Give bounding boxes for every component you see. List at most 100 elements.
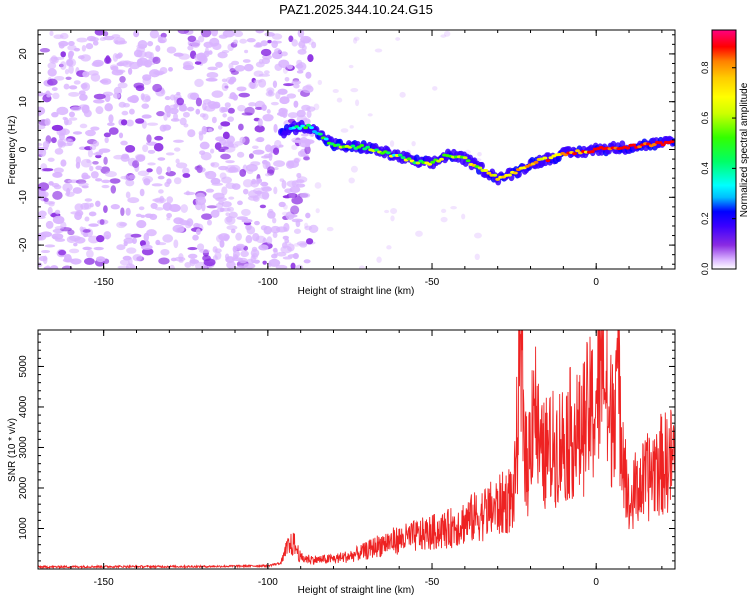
noise-cell (45, 265, 51, 269)
noise-cell (224, 253, 230, 260)
noise-cell (111, 34, 121, 39)
noise-cell (54, 148, 64, 155)
noise-cell (350, 88, 359, 93)
noise-cell (68, 91, 80, 97)
noise-cell (266, 236, 273, 245)
noise-cell (87, 70, 99, 76)
noise-cell (282, 235, 289, 240)
signal-core-cell (465, 159, 471, 163)
noise-cell (119, 76, 126, 83)
snr-plot-area (38, 330, 675, 569)
noise-cell (253, 79, 263, 83)
noise-cell (72, 131, 83, 135)
noise-cell (265, 144, 272, 153)
noise-cell (83, 257, 95, 265)
signal-core-cell (397, 153, 403, 157)
noise-cell (259, 204, 267, 209)
noise-cell (258, 244, 269, 251)
noise-cell (157, 36, 167, 44)
noise-cell (293, 158, 300, 164)
noise-cell (303, 259, 311, 264)
noise-cell (415, 230, 423, 237)
noise-cell (248, 81, 259, 90)
noise-cell (297, 42, 306, 47)
noise-cell (141, 248, 154, 256)
noise-cell (332, 89, 339, 94)
snr-y-tick-label: 4000 (18, 395, 29, 418)
noise-cell (52, 171, 63, 178)
noise-cell (252, 149, 265, 155)
noise-cell (95, 178, 103, 182)
noise-cell (47, 78, 58, 86)
noise-cell (473, 232, 482, 239)
noise-cell (126, 247, 137, 254)
noise-cell (266, 87, 275, 94)
noise-cell (51, 182, 60, 188)
noise-cell (220, 153, 231, 160)
noise-cell (273, 160, 286, 168)
noise-cell (440, 208, 447, 213)
noise-cell (241, 208, 251, 216)
noise-cell (146, 168, 153, 173)
noise-cell (295, 64, 304, 69)
noise-cell (108, 114, 114, 123)
noise-cell (189, 257, 196, 267)
noise-cell (53, 34, 64, 40)
noise-cell (142, 74, 152, 81)
noise-cell (221, 78, 227, 83)
noise-cell (367, 113, 373, 117)
noise-cell (263, 70, 270, 75)
noise-cell (291, 196, 303, 205)
spectrogram-x-axis: -150 -100 -50 0 (37, 30, 663, 288)
noise-cell (261, 186, 272, 192)
noise-cell (175, 162, 188, 169)
noise-cell (125, 61, 135, 65)
noise-cell (267, 166, 275, 174)
noise-cell (41, 191, 49, 198)
noise-cell (169, 204, 181, 213)
noise-cell (231, 60, 240, 66)
signal-core-cell (312, 130, 317, 134)
noise-cell (443, 30, 451, 37)
noise-cell (304, 145, 311, 155)
noise-cell (135, 154, 146, 162)
noise-cell (74, 203, 84, 212)
noise-cell (114, 40, 119, 45)
noise-cell (89, 144, 97, 151)
noise-cell (268, 208, 274, 214)
noise-cell (68, 85, 78, 90)
noise-cell (295, 264, 304, 269)
noise-cell (77, 55, 85, 60)
noise-cell (305, 238, 314, 245)
noise-cell (166, 196, 174, 204)
noise-cell (46, 94, 51, 98)
noise-cell (118, 132, 124, 139)
noise-cell (296, 241, 308, 246)
noise-cell (166, 178, 172, 185)
noise-cell (86, 35, 97, 42)
noise-cell (165, 170, 176, 177)
noise-cell (461, 213, 466, 220)
noise-cell (314, 182, 322, 189)
noise-cell (238, 123, 244, 131)
noise-cell (128, 257, 133, 266)
noise-cell (73, 242, 78, 247)
noise-cell (336, 97, 343, 103)
noise-cell (101, 179, 111, 184)
noise-cell (156, 242, 167, 246)
noise-cell (95, 151, 104, 155)
noise-cell (38, 106, 46, 116)
noise-cell (211, 116, 217, 124)
noise-cell (212, 255, 218, 261)
noise-cell (141, 244, 153, 250)
noise-cell (299, 192, 311, 199)
noise-cell (262, 113, 274, 122)
snr-panel: -150 -100 -50 0 1000 2000 3000 4000 5000 Height… (7, 329, 676, 596)
noise-cell (252, 187, 265, 194)
noise-cell (353, 36, 360, 41)
noise-cell (201, 125, 207, 135)
colorbar-gradient (711, 29, 737, 270)
noise-cell (82, 71, 90, 78)
noise-cell (86, 249, 94, 259)
